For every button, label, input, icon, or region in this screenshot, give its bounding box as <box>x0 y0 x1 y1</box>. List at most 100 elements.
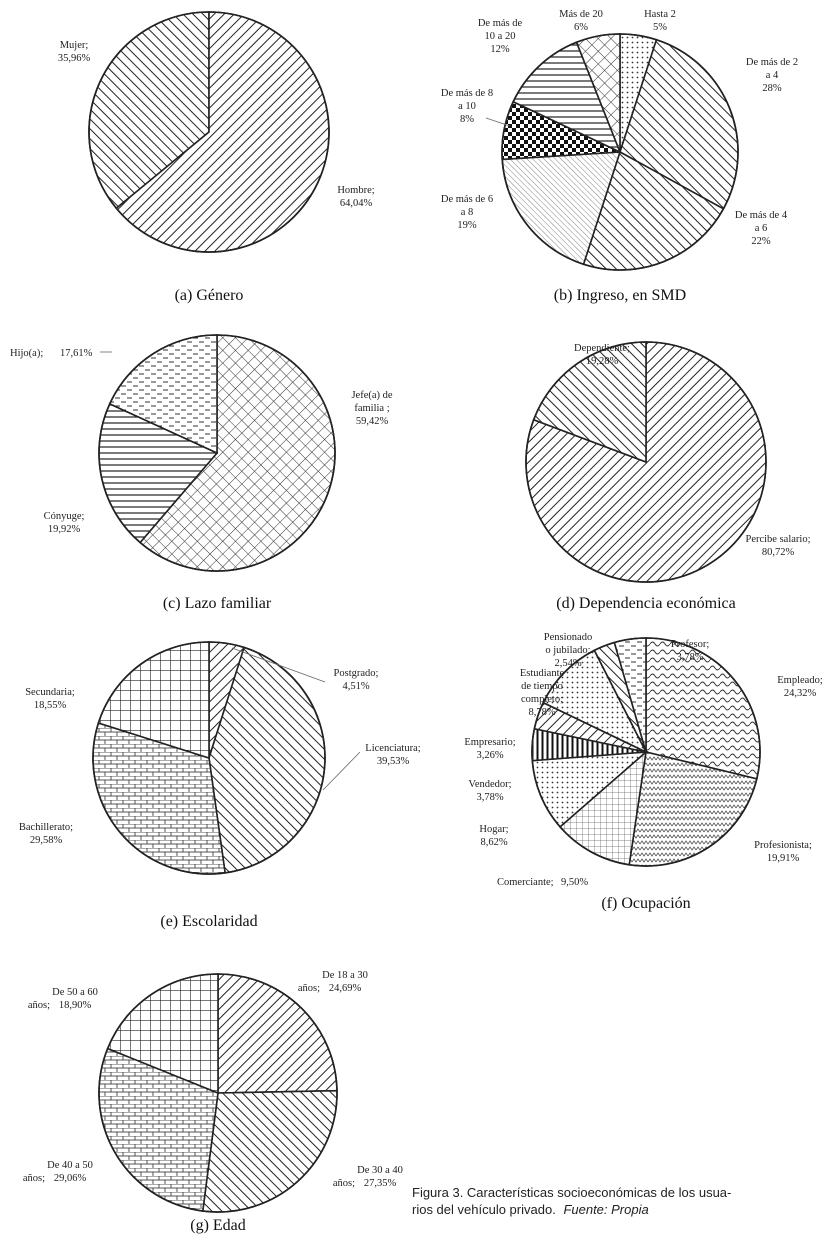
slice-label: De más de 8 <box>441 88 493 99</box>
leader-line <box>322 751 361 791</box>
leader-line <box>485 117 511 127</box>
slice-value-label: 19,91% <box>767 853 800 864</box>
pie-slice <box>201 1089 338 1213</box>
pie-chart-edad: De 18 a 30 24,69% años; De 30 a 40 años;… <box>23 970 403 1234</box>
pie-outline <box>98 973 338 1213</box>
pie-outline <box>92 641 326 875</box>
slice-label: años; <box>23 1173 45 1184</box>
slice-label: años; <box>298 983 320 994</box>
slice-label: Percibe salario; <box>745 534 810 545</box>
slice-value-label: 27,35% <box>364 1178 397 1189</box>
slice-value-label: 19,28% <box>586 356 619 367</box>
slice-value-label: 80,72% <box>762 547 795 558</box>
pie-chart-ocupacion: Profesor; 3,78% Empleado; 24,32% Pension… <box>464 632 822 912</box>
pie-chart-ingreso: Hasta 2 5% De más de 2 a 4 28% De más de… <box>441 9 798 304</box>
slice-value-label: 35,96% <box>58 53 91 64</box>
slice-value-label: 5% <box>653 22 667 33</box>
slice-value-label: 6% <box>574 22 588 33</box>
slice-label: a 8 <box>461 207 474 218</box>
slice-label: De más de 6 <box>441 194 493 205</box>
slice-label: De 18 a 30 <box>322 970 368 981</box>
slice-value-label: 12% <box>490 44 510 55</box>
slice-label: 10 a 20 <box>485 31 516 42</box>
slice-label: De más de 4 <box>735 210 788 221</box>
slice-label: completo; <box>521 694 563 705</box>
slice-label: Jefe(a) de <box>351 390 392 401</box>
slice-label: de tiempo <box>521 681 563 692</box>
figure-caption-source: Fuente: Propia <box>563 1202 648 1217</box>
slice-value-label: 59,42% <box>356 416 389 427</box>
slice-value-label: 29,58% <box>30 835 63 846</box>
slice-label: De más de 2 <box>746 57 798 68</box>
slice-value-label: 8,62% <box>480 837 507 848</box>
slice-label: Profesionista; <box>754 840 812 851</box>
slice-label: Estudiante <box>520 668 565 679</box>
slice-value-label: 64,04% <box>340 198 373 209</box>
pie-chart-genero: Mujer; 35,96% Hombre; 64,04% (a) Género <box>58 11 375 304</box>
figure-caption-line2: rios del vehículo privado. Fuente: Propi… <box>412 1202 649 1217</box>
slice-value-label: 28% <box>762 83 782 94</box>
pie-chart-dependencia: Dependiente; 19,28% Percibe salario; 80,… <box>525 341 811 612</box>
slice-label: familia ; <box>354 403 389 414</box>
slice-value-label: 39,53% <box>377 756 410 767</box>
slice-value-label: 22% <box>751 236 771 247</box>
pie-outline <box>501 33 739 271</box>
slice-value-label: 8% <box>460 114 474 125</box>
slice-label: Hasta 2 <box>644 9 676 20</box>
leader-line <box>231 647 326 683</box>
slice-label: Mujer; <box>60 40 89 51</box>
chart-caption: (e) Escolaridad <box>160 913 257 930</box>
pie-chart-lazo-familiar: Hijo(a); 17,61% Jefe(a) de familia ; 59,… <box>10 334 393 612</box>
slice-label: Empresario; <box>464 737 515 748</box>
slice-label: Bachillerato; <box>19 822 73 833</box>
slice-label: Profesor; <box>671 639 710 650</box>
slice-label: Licenciatura; <box>365 743 420 754</box>
slice-value-label: 3,78% <box>676 652 703 663</box>
slice-label: De 40 a 50 <box>47 1160 93 1171</box>
slice-value-label: 19,92% <box>48 524 81 535</box>
figure-caption: Figura 3. Características socioeconómica… <box>412 1185 731 1217</box>
slice-value-label: 19% <box>457 220 477 231</box>
slice-label: Pensionado <box>544 632 592 643</box>
slice-label: a 4 <box>766 70 779 81</box>
slice-label: Empleado; <box>777 675 823 686</box>
slice-label: Más de 20 <box>559 9 603 20</box>
slice-label: Hijo(a); <box>10 348 43 359</box>
slice-label: a 6 <box>755 223 768 234</box>
slice-label: De más de <box>478 18 523 29</box>
slice-value-label: 17,61% <box>60 348 93 359</box>
pie-outline <box>531 637 761 867</box>
slice-value-label: 18,55% <box>34 700 67 711</box>
slice-label: Comerciante; <box>497 877 554 888</box>
slice-label: Secundaria; <box>25 687 75 698</box>
slice-value-label: 18,90% <box>59 1000 92 1011</box>
slice-label: De 50 a 60 <box>52 987 98 998</box>
slice-label: Cónyuge; <box>44 511 85 522</box>
chart-caption: (b) Ingreso, en SMD <box>554 287 686 304</box>
slice-label: Dependiente; <box>574 343 630 354</box>
slice-label: Hogar; <box>479 824 508 835</box>
slice-value-label: 3,78% <box>476 792 503 803</box>
slice-label: o jubilado; <box>545 645 590 656</box>
figure-caption-text: rios del vehículo privado. <box>412 1202 556 1217</box>
slice-label: a 10 <box>458 101 476 112</box>
slice-value-label: 3,26% <box>476 750 503 761</box>
slice-label: Hombre; <box>337 185 374 196</box>
pie-outline <box>88 11 330 253</box>
slice-value-label: 29,06% <box>54 1173 87 1184</box>
chart-caption: (d) Dependencia económica <box>556 595 735 612</box>
slice-label: años; <box>28 1000 50 1011</box>
slice-label: De 30 a 40 <box>357 1165 403 1176</box>
slice-value-label: 24,69% <box>329 983 362 994</box>
pie-chart-escolaridad: Postgrado; 4,51% Licenciatura; 39,53% Ba… <box>19 641 421 930</box>
slice-label: Postgrado; <box>334 668 379 679</box>
chart-caption: (f) Ocupación <box>601 895 690 912</box>
slice-label: años; <box>333 1178 355 1189</box>
slice-value-label: 24,32% <box>784 688 817 699</box>
slice-value-label: 9,50% <box>561 877 588 888</box>
chart-caption: (a) Género <box>175 287 244 304</box>
slice-label: Vendedor; <box>468 779 511 790</box>
slice-value-label: 4,51% <box>342 681 369 692</box>
figure-caption-line1: Figura 3. Características socioeconómica… <box>412 1185 731 1200</box>
